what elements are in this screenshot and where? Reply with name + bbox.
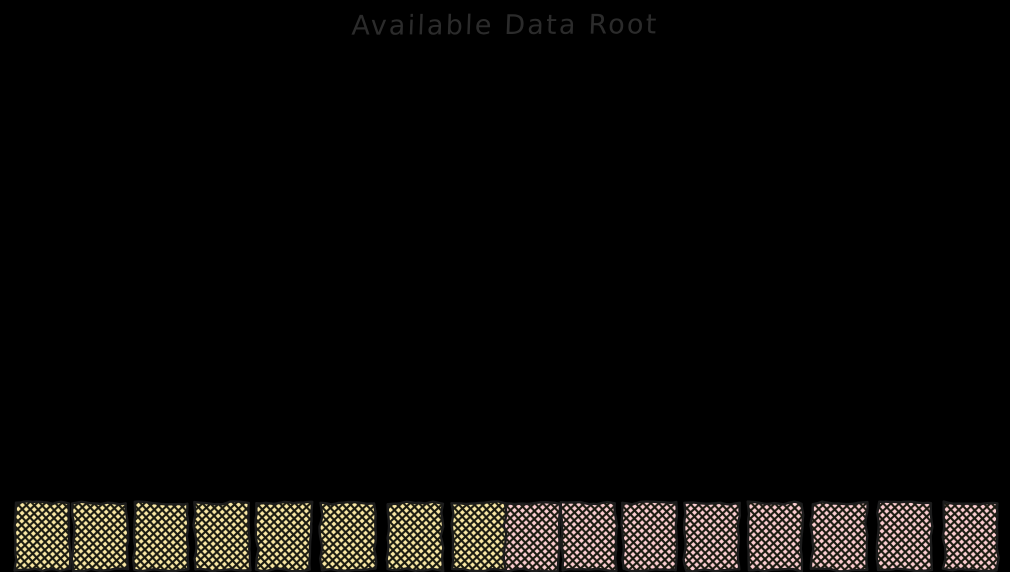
plot-area <box>0 48 1010 500</box>
node-box[interactable] <box>254 500 314 572</box>
node-box[interactable] <box>875 500 934 572</box>
node-fill <box>810 501 868 572</box>
node-fill <box>451 501 509 572</box>
node-outline <box>318 500 378 572</box>
node-fill <box>683 502 740 572</box>
node-box[interactable] <box>132 500 190 572</box>
node-fill <box>14 501 71 571</box>
node-box[interactable] <box>746 500 805 572</box>
node-outline <box>502 501 562 572</box>
node-box[interactable] <box>809 500 869 572</box>
node-outline <box>620 500 679 572</box>
page-title: Available Data Root <box>350 9 660 42</box>
node-outline <box>254 500 314 572</box>
node-outline <box>132 500 190 572</box>
node-box[interactable] <box>941 500 1000 572</box>
node-fill <box>319 502 377 571</box>
node-box[interactable] <box>192 500 252 572</box>
node-box[interactable] <box>559 500 619 572</box>
node-box[interactable] <box>450 500 510 572</box>
node-fill <box>255 501 313 572</box>
node-outline <box>941 500 1000 572</box>
node-outline <box>875 500 934 572</box>
node-box[interactable] <box>13 500 72 572</box>
node-fill <box>133 501 189 572</box>
node-group <box>13 500 1000 572</box>
node-outline <box>809 500 869 572</box>
node-fill <box>876 501 933 572</box>
node-fill <box>621 501 677 571</box>
node-fill <box>942 501 999 572</box>
node-outline <box>385 500 445 572</box>
node-box[interactable] <box>502 501 562 572</box>
node-box[interactable] <box>682 501 742 572</box>
node-outline <box>746 500 805 572</box>
node-box[interactable] <box>318 500 378 572</box>
node-outline <box>559 500 619 572</box>
node-fill <box>747 501 804 572</box>
node-fill <box>560 502 618 571</box>
node-outline <box>192 500 252 572</box>
node-outline <box>70 500 130 572</box>
node-box[interactable] <box>385 500 445 572</box>
node-fill <box>71 501 129 572</box>
node-box[interactable] <box>620 500 679 572</box>
node-fill <box>193 501 251 572</box>
node-outline <box>682 501 742 572</box>
node-box[interactable] <box>70 500 130 572</box>
node-outline <box>13 500 72 572</box>
node-fill <box>386 501 444 572</box>
node-fill <box>503 502 560 572</box>
